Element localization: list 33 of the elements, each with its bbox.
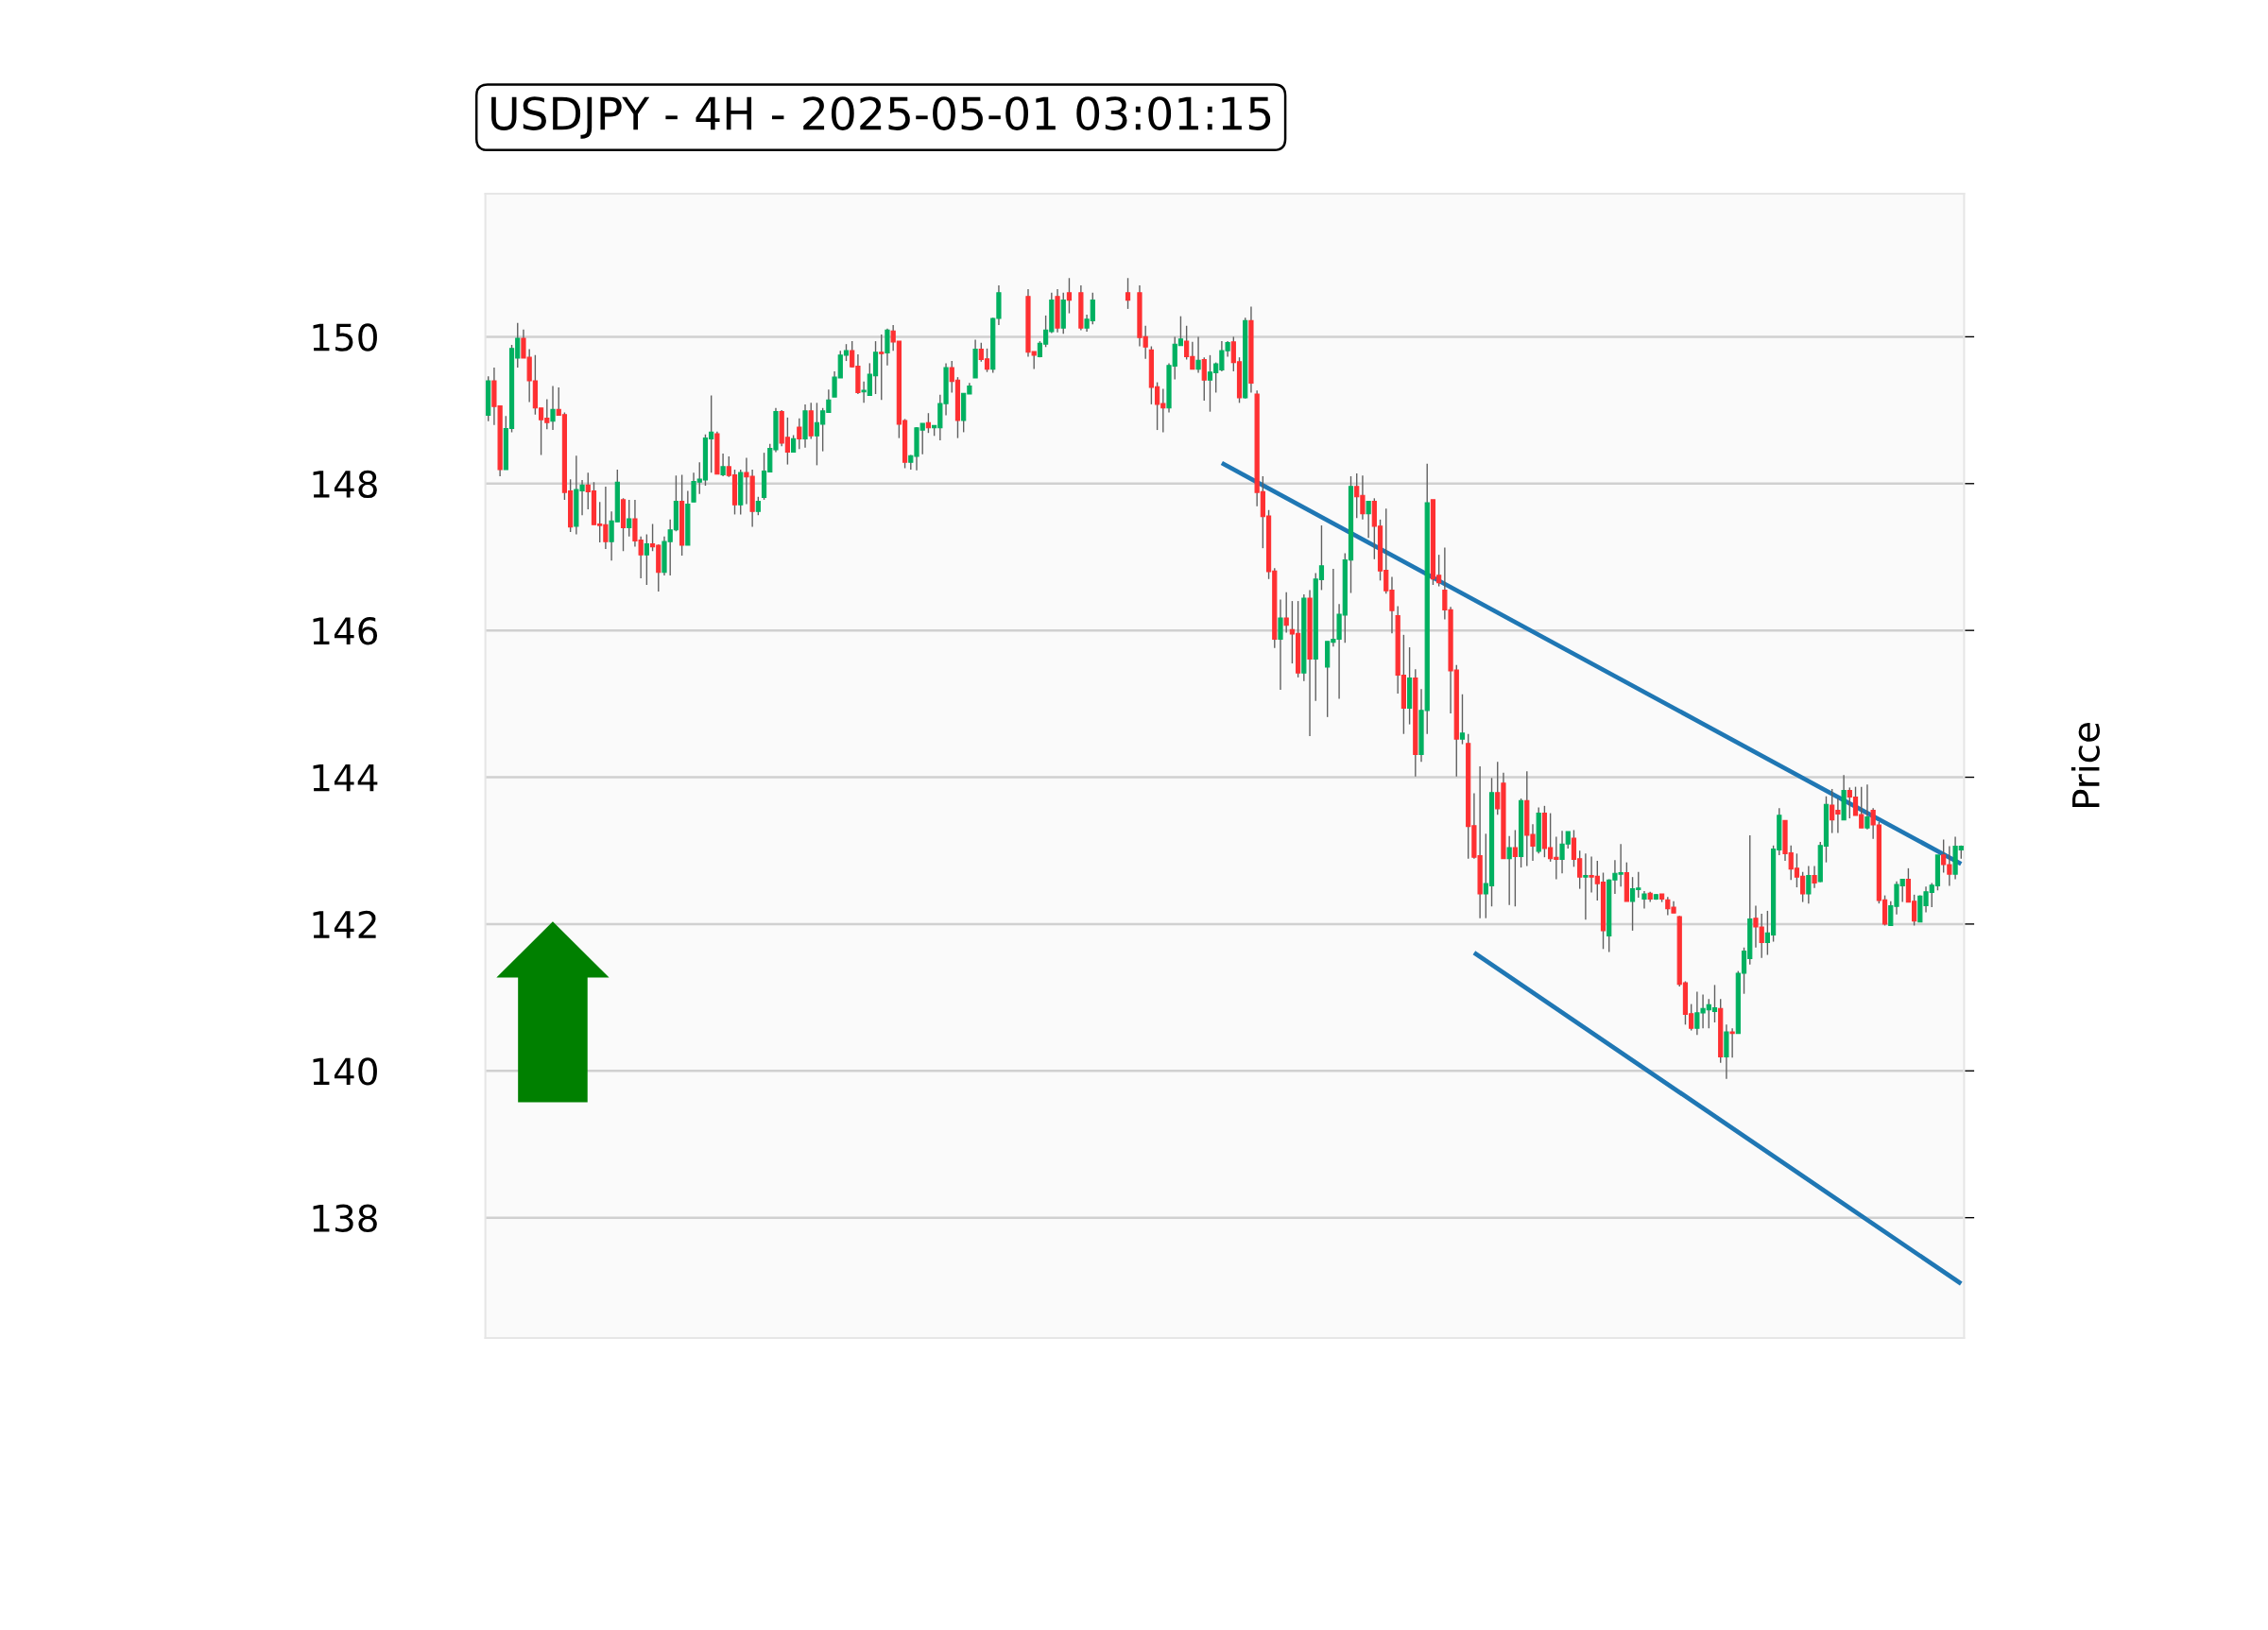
- candlestick: [1729, 1027, 1735, 1058]
- candlestick: [644, 533, 649, 586]
- candlestick: [1125, 277, 1131, 310]
- candlestick: [1641, 890, 1647, 910]
- candlestick: [1806, 865, 1812, 904]
- y-tick-label: 148: [313, 470, 377, 499]
- candlestick: [1066, 277, 1073, 315]
- candlestick: [550, 385, 556, 431]
- candlestick: [1506, 834, 1512, 906]
- y-tick-label: 146: [313, 617, 378, 645]
- candlestick: [1583, 852, 1589, 920]
- candlestick: [720, 453, 726, 477]
- candlestick: [879, 334, 885, 401]
- y-tick-label: 140: [313, 1057, 377, 1086]
- candlestick: [1195, 335, 1201, 374]
- candlestick: [1512, 829, 1518, 907]
- y-tick-label: 144: [313, 764, 378, 792]
- candlestick: [1278, 598, 1283, 691]
- chart-title: USDJPY - 4H - 2025-05-01 03:01:15: [491, 96, 1271, 139]
- candlestick: [755, 496, 761, 516]
- candlestick: [1812, 865, 1817, 889]
- candlestick: [627, 499, 632, 538]
- candlestick: [1864, 783, 1870, 831]
- candlestick: [1366, 500, 1371, 539]
- y-tick-label: 150: [313, 323, 377, 352]
- y-tick-label: 142: [313, 910, 376, 938]
- candlestick: [1459, 694, 1466, 746]
- candlestick: [797, 417, 802, 450]
- candlestick: [925, 412, 932, 434]
- y-axis-title: Price: [2070, 723, 2100, 808]
- y-tick-label: 138: [313, 1204, 377, 1232]
- candlestick: [1283, 592, 1289, 634]
- candlestick: [1201, 356, 1207, 402]
